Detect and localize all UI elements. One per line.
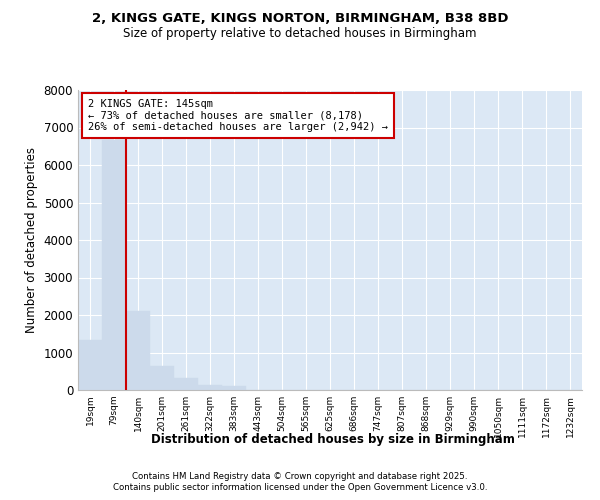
Text: 2, KINGS GATE, KINGS NORTON, BIRMINGHAM, B38 8BD: 2, KINGS GATE, KINGS NORTON, BIRMINGHAM,… [92,12,508,26]
Text: Size of property relative to detached houses in Birmingham: Size of property relative to detached ho… [123,28,477,40]
Bar [102,140,126,390]
Bar [174,378,198,390]
Text: Distribution of detached houses by size in Birmingham: Distribution of detached houses by size … [151,432,515,446]
Text: Contains public sector information licensed under the Open Government Licence v3: Contains public sector information licen… [113,484,487,492]
Bar [126,311,150,390]
Bar [150,366,174,390]
Text: Contains HM Land Registry data © Crown copyright and database right 2025.: Contains HM Land Registry data © Crown c… [132,472,468,481]
Bar [78,340,102,390]
Text: 2 KINGS GATE: 145sqm
← 73% of detached houses are smaller (8,178)
26% of semi-de: 2 KINGS GATE: 145sqm ← 73% of detached h… [88,99,388,132]
Bar [222,386,246,390]
Y-axis label: Number of detached properties: Number of detached properties [25,147,38,333]
Bar [198,385,222,390]
